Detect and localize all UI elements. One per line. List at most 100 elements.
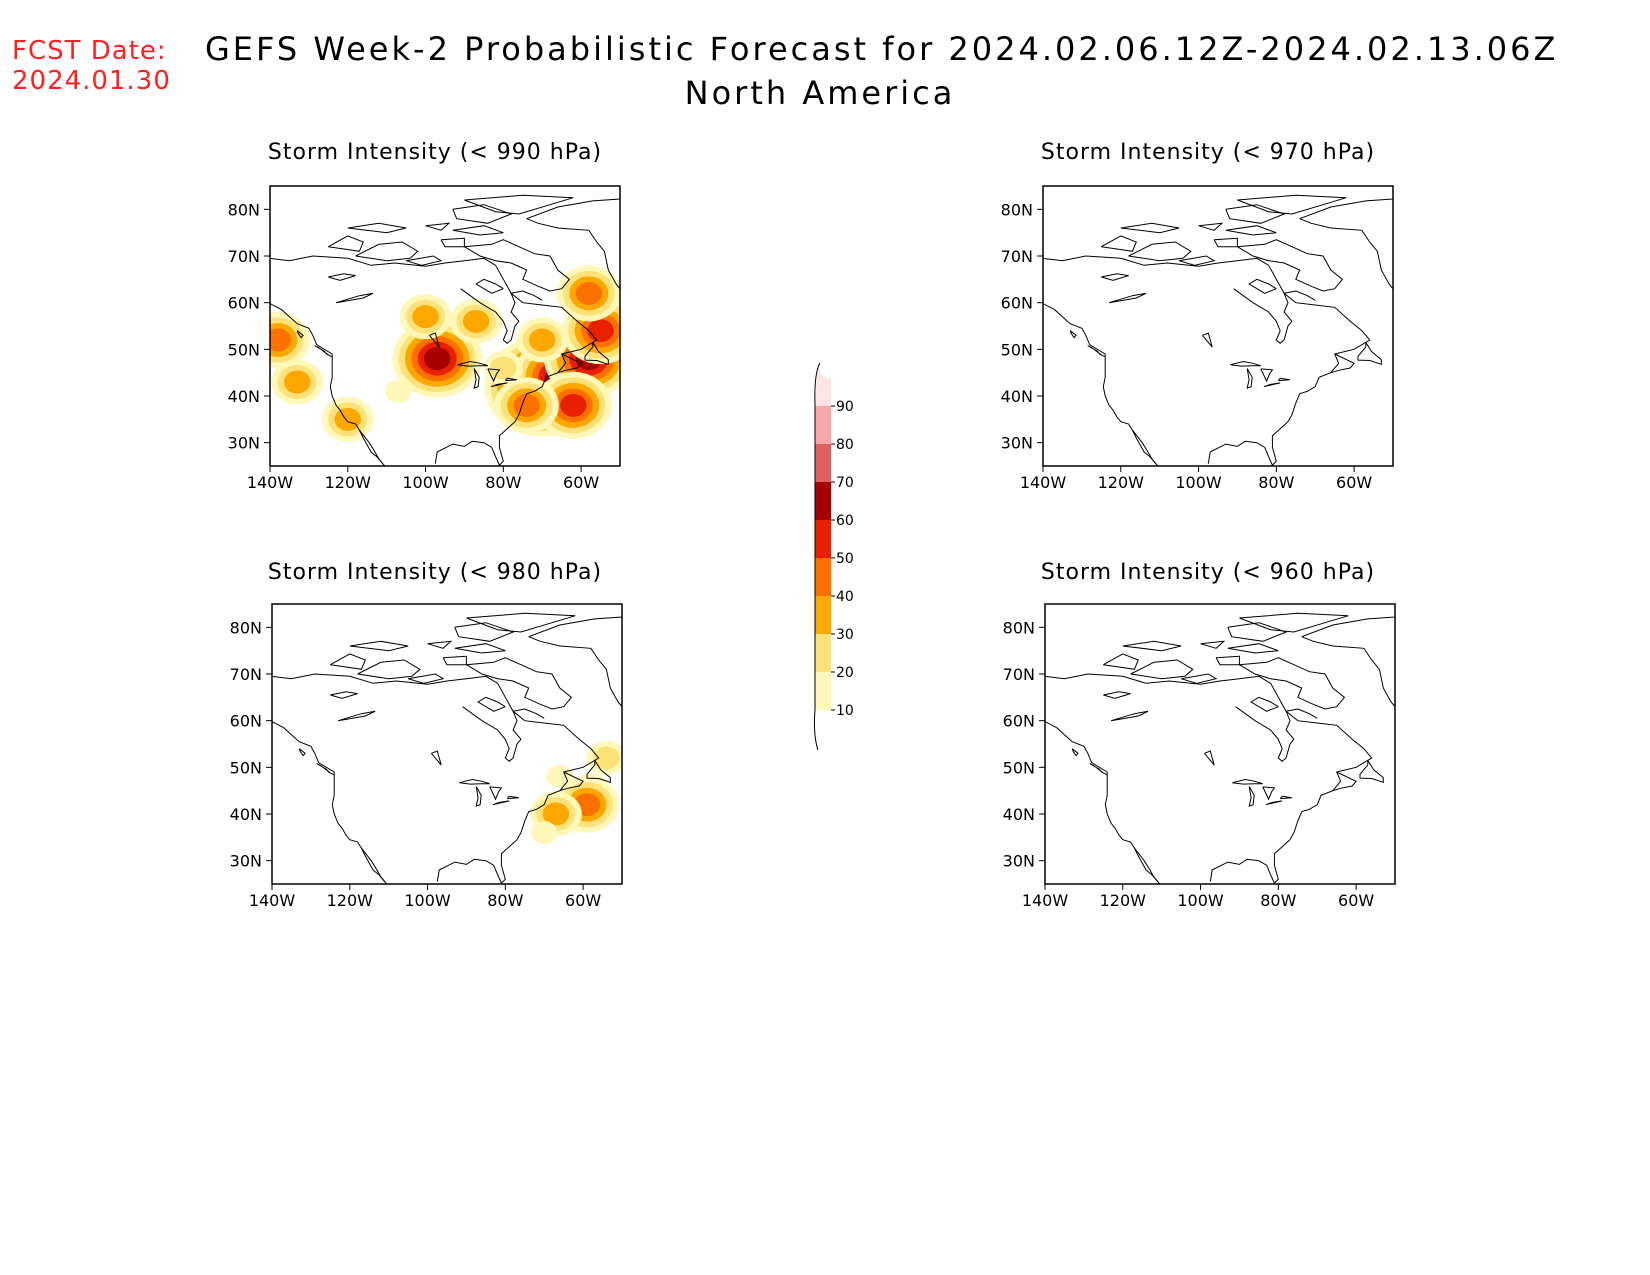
lon-tick-label: 120W [1098, 473, 1145, 492]
lon-tick-label: 80W [487, 891, 523, 910]
lon-tick-label: 140W [247, 473, 294, 492]
coastline [1120, 222, 1180, 234]
coastline [586, 760, 611, 783]
coastline [330, 653, 366, 670]
coastline [1215, 655, 1240, 666]
coastline [1233, 288, 1316, 344]
coastline [506, 795, 519, 800]
figure-title: GEFS Week-2 Probabilistic Forecast for 2… [205, 30, 1559, 68]
coastline [1227, 622, 1288, 642]
probability-cell [587, 319, 614, 343]
probability-field [530, 741, 622, 845]
coastline [316, 763, 335, 776]
lon-tick-label: 80W [485, 473, 521, 492]
lat-tick-label: 80N [1003, 618, 1035, 637]
lon-tick-label: 60W [1338, 891, 1374, 910]
coastline [454, 643, 506, 654]
lat-tick-label: 80N [1001, 200, 1033, 219]
lat-tick-label: 60N [1001, 294, 1033, 313]
coastline [1130, 659, 1194, 680]
coastline [355, 241, 419, 262]
coastline [1332, 771, 1357, 792]
panel-title: Storm Intensity (< 960 hPa) [1040, 560, 1376, 585]
coastline [425, 222, 451, 231]
probability-cell [575, 281, 603, 305]
coastline [1277, 377, 1290, 382]
coastline [328, 273, 356, 281]
coastline [584, 342, 609, 365]
coastline [1248, 278, 1277, 294]
coastline [1232, 778, 1263, 785]
coastline [452, 204, 513, 224]
coastline [1250, 696, 1279, 712]
coastline [1239, 657, 1346, 710]
coastline [1089, 763, 1108, 776]
lat-tick-label: 40N [1003, 805, 1035, 824]
lat-tick-label: 50N [228, 340, 260, 359]
coastline [1246, 368, 1253, 389]
coastline [557, 353, 582, 374]
coastline [475, 786, 482, 807]
colorbar-swatch [815, 634, 831, 672]
coastline [405, 255, 443, 266]
lat-tick-label: 60N [1003, 712, 1035, 731]
probability-cell [270, 328, 291, 352]
colorbar-label: 60 [836, 513, 854, 529]
coastline [528, 616, 622, 708]
coastline [1225, 204, 1286, 224]
coastline [1227, 643, 1279, 654]
coastline [1263, 382, 1281, 388]
map-frame [1044, 603, 1396, 885]
coastline [457, 360, 488, 367]
lat-tick-label: 30N [1003, 852, 1035, 871]
coastline [1134, 847, 1161, 884]
coastline [1108, 292, 1147, 304]
coastline [1101, 235, 1137, 252]
coastline [464, 239, 571, 292]
colorbar-swatch [815, 672, 831, 710]
probability-cell [546, 765, 574, 789]
coastline [490, 382, 508, 388]
coastline [1069, 330, 1077, 339]
coastline [1110, 710, 1149, 722]
coastlines [1045, 612, 1395, 884]
panel-title: Storm Intensity (< 970 hPa) [1040, 140, 1376, 165]
lon-tick-label: 140W [1022, 891, 1069, 910]
lat-tick-label: 40N [1001, 387, 1033, 406]
coastline [272, 673, 600, 884]
lat-tick-label: 40N [230, 805, 262, 824]
coastline [1235, 706, 1318, 762]
colorbar-swatch [815, 482, 831, 520]
lon-tick-label: 120W [327, 891, 374, 910]
coastline [314, 345, 333, 358]
colorbar-end [813, 709, 819, 751]
probability-cell [490, 356, 517, 380]
lat-tick-label: 30N [228, 434, 260, 453]
coastline [1265, 800, 1283, 806]
lat-tick-label: 70N [1001, 247, 1033, 266]
probability-cell [513, 393, 540, 417]
probability-cell [528, 328, 556, 352]
coastline [1198, 222, 1224, 231]
lon-tick-label: 120W [325, 473, 372, 492]
coastline [464, 194, 574, 215]
panel-960: Storm Intensity (< 960 hPa) 80N 70N 60N 50N… [993, 560, 1423, 910]
coastline [427, 640, 453, 649]
panel-990: Storm Intensity (< 990 hPa) 80N 70N 60N 50N… [220, 140, 650, 492]
probability-field [270, 265, 620, 442]
lat-tick-label: 40N [228, 387, 260, 406]
map-frame [271, 603, 623, 885]
coastline [330, 691, 358, 699]
lon-tick-label: 60W [565, 891, 601, 910]
lon-tick-label: 80W [1258, 473, 1294, 492]
probability-cell [530, 821, 558, 845]
coastline [1043, 303, 1157, 465]
lon-tick-label: 80W [1260, 891, 1296, 910]
coastline [429, 332, 440, 348]
coastline [504, 377, 517, 382]
lon-tick-label: 60W [563, 473, 599, 492]
coastline [1045, 673, 1373, 884]
coastline [1299, 198, 1393, 290]
coastline [460, 288, 543, 344]
lat-tick-label: 80N [228, 200, 260, 219]
